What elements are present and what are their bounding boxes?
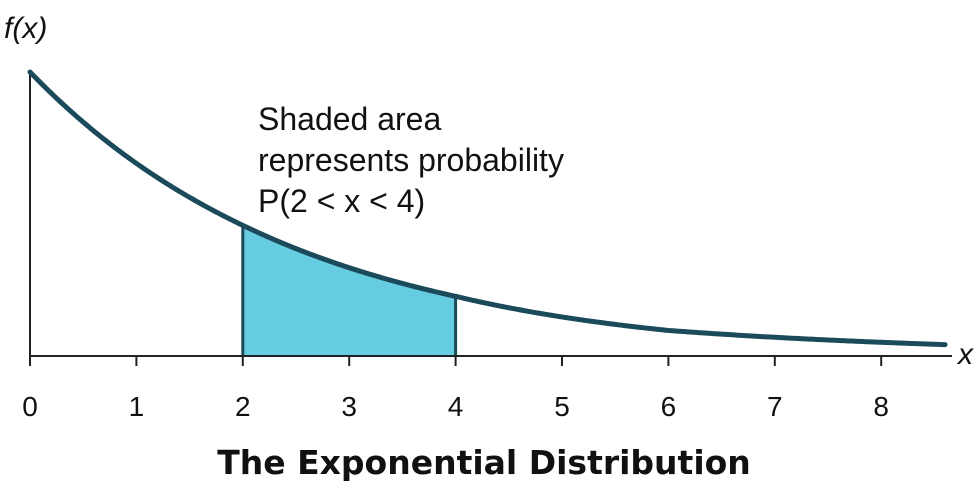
x-tick-label: 5 — [554, 391, 570, 422]
chart-title: The Exponential Distribution — [217, 443, 751, 482]
x-axis-label: x — [956, 338, 974, 371]
annotation-line-2: represents probability — [258, 142, 564, 178]
x-tick-label: 2 — [235, 391, 251, 422]
density-curve — [27, 69, 948, 348]
x-tick-label: 6 — [661, 391, 677, 422]
x-tick-label: 4 — [448, 391, 464, 422]
y-axis-label: f(x) — [4, 12, 47, 45]
x-tick-label: 1 — [129, 391, 145, 422]
x-tick-label: 7 — [767, 391, 783, 422]
annotation-line-1: Shaded area — [258, 101, 441, 137]
x-tick-label: 3 — [341, 391, 357, 422]
shaded-probability-region — [242, 225, 456, 356]
annotation-line-3: P(2 < x < 4) — [258, 183, 425, 219]
x-tick-label: 8 — [873, 391, 889, 422]
x-tick-label: 0 — [22, 391, 38, 422]
